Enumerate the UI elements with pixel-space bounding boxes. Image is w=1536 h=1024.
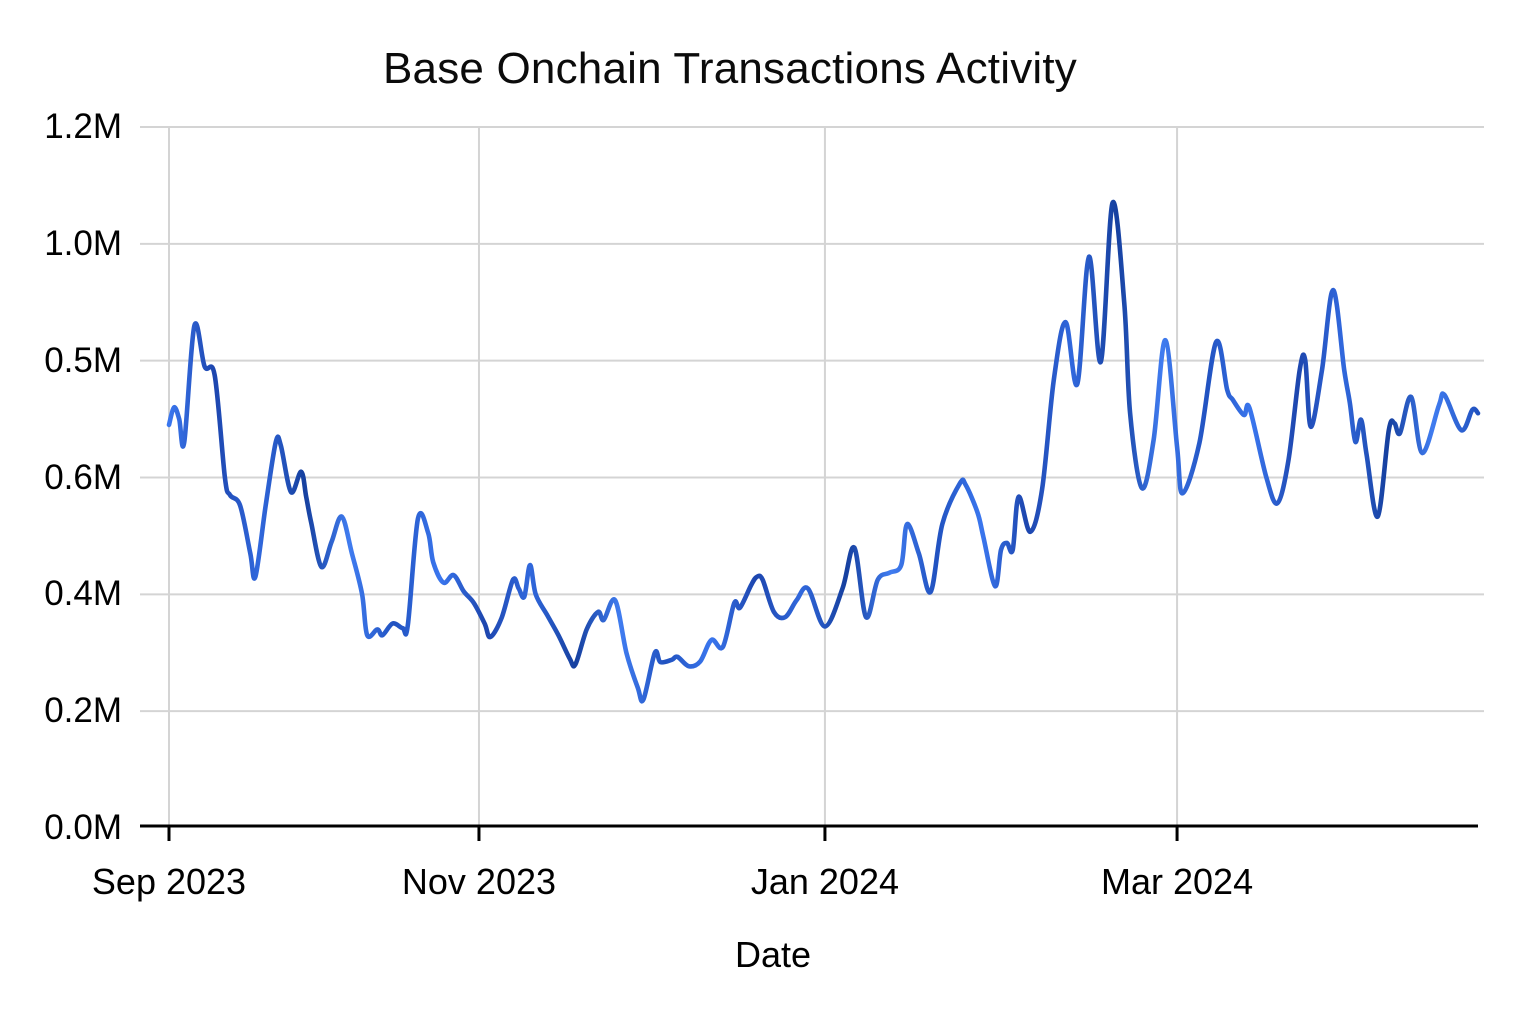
- y-tick-label: 0.0M: [44, 808, 122, 847]
- y-tick-label: 0.4M: [44, 574, 122, 614]
- x-tick-label: Sep 2023: [91, 861, 247, 902]
- y-tick-label: 1.0M: [44, 223, 122, 263]
- transactions-line-series: [166, 199, 1481, 704]
- x-axis-title: Date: [734, 934, 812, 975]
- y-tick-label: 0.2M: [44, 691, 122, 731]
- x-tick-label: Nov 2023: [401, 861, 557, 902]
- x-tick-label: Mar 2024: [1101, 861, 1254, 902]
- y-tick-label: 0.6M: [44, 457, 122, 497]
- chart-title: Base Onchain Transactions Activity: [382, 44, 1078, 93]
- y-tick-label: 0.5M: [44, 340, 122, 380]
- y-tick-label: 1.2M: [44, 107, 122, 146]
- x-tick-label: Jan 2024: [750, 861, 900, 902]
